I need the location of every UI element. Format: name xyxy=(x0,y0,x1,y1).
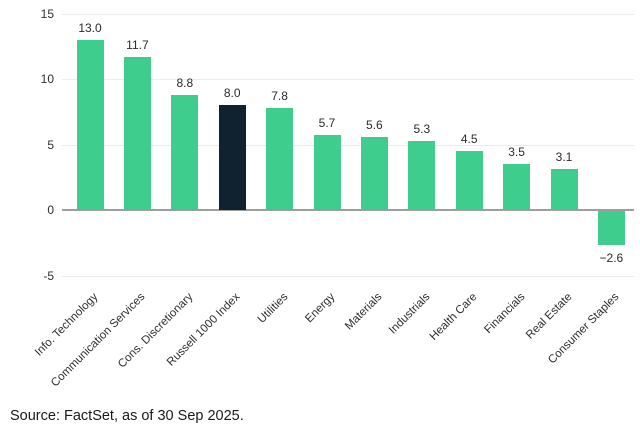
bar xyxy=(360,136,388,210)
bar-value-label: −2.6 xyxy=(599,251,624,266)
bar-value-label: 4.5 xyxy=(460,132,478,147)
bar xyxy=(503,164,531,210)
bar xyxy=(266,107,294,210)
bar-value-label: 11.7 xyxy=(126,37,149,52)
bar xyxy=(455,151,483,210)
bar-highlighted xyxy=(218,105,246,210)
bar-value-label: 5.7 xyxy=(318,116,336,131)
bar xyxy=(408,140,436,210)
bar xyxy=(76,39,104,210)
bar-value-label: 5.6 xyxy=(366,117,383,132)
bar-value-label: 8.0 xyxy=(223,86,241,101)
bar-value-label: 7.8 xyxy=(271,88,288,103)
bar xyxy=(171,94,199,210)
bar xyxy=(313,135,341,210)
y-axis-tick-label: 15 xyxy=(40,6,54,21)
bar-value-label: 13.0 xyxy=(78,20,102,35)
y-axis-tick-label: -5 xyxy=(43,268,54,283)
zero-axis-line xyxy=(62,209,634,211)
source-note: Source: FactSet, as of 30 Sep 2025. xyxy=(10,408,244,424)
bar xyxy=(550,169,578,210)
gridline xyxy=(62,13,634,15)
gridline xyxy=(62,275,634,277)
gridline xyxy=(62,144,634,146)
bar xyxy=(123,56,151,210)
y-axis-tick-label: 10 xyxy=(40,72,54,86)
bar-value-label: 5.3 xyxy=(413,121,431,136)
bar-value-label: 8.8 xyxy=(176,75,194,90)
y-axis-tick-label: 5 xyxy=(47,137,54,152)
bar-value-label: 3.1 xyxy=(555,150,573,165)
chart-plot-area: 15 10 5 0 -5 13.0 Info. Technology 11.7 Communic… xyxy=(33,6,634,389)
gridline xyxy=(62,79,634,80)
bar-value-label: 3.5 xyxy=(508,145,525,160)
bar xyxy=(597,211,625,246)
y-axis-tick-label: 0 xyxy=(47,203,54,217)
